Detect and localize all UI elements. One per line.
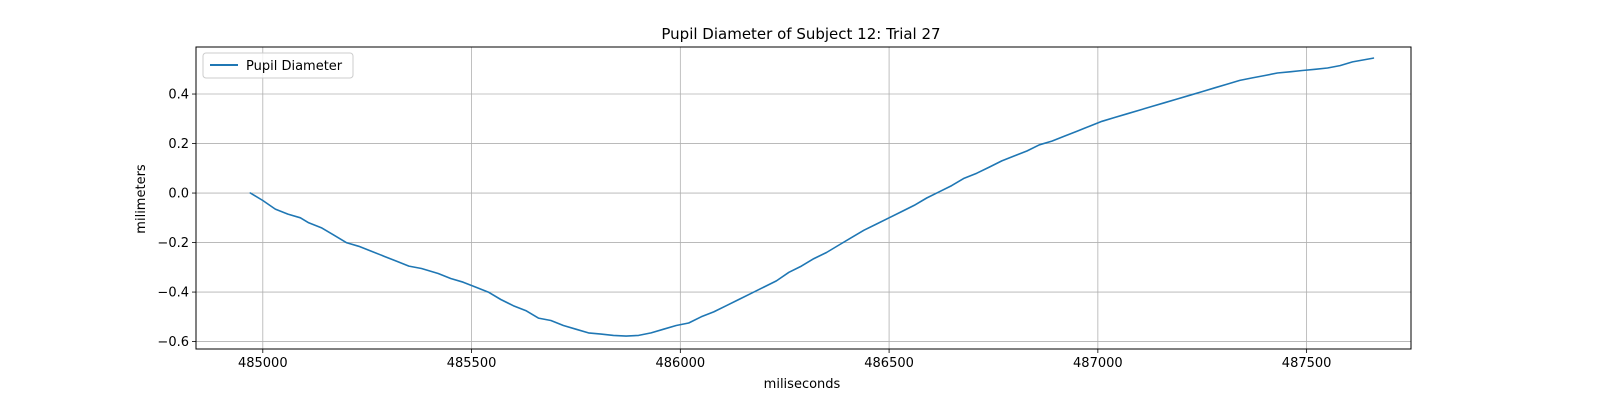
series-layer (249, 57, 1375, 337)
series-line-pupil-diameter (249, 57, 1375, 337)
x-tick-label: 486500 (864, 356, 914, 371)
y-tick-label: −0.4 (157, 286, 189, 301)
y-tick-label: 0.0 (168, 187, 189, 202)
legend-label: Pupil Diameter (246, 59, 343, 74)
grid (196, 47, 1411, 349)
legend: Pupil Diameter (202, 52, 354, 79)
y-tick-label: −0.2 (157, 236, 189, 251)
x-axis-ticks: 485000 485500 486000 486500 487000 487500 (238, 349, 1331, 371)
chart-title: Pupil Diameter of Subject 12: Trial 27 (661, 25, 940, 43)
y-tick-label: 0.2 (168, 137, 189, 152)
y-tick-label: −0.6 (157, 335, 189, 350)
y-axis-ticks: −0.6 −0.4 −0.2 0.0 0.2 0.4 (157, 88, 196, 350)
x-tick-label: 486000 (656, 356, 706, 371)
y-tick-label: 0.4 (168, 88, 189, 103)
x-tick-label: 485000 (238, 356, 288, 371)
y-axis-label: milimeters (134, 164, 149, 234)
plot-area-frame (195, 46, 1412, 350)
x-tick-label: 487500 (1282, 356, 1332, 371)
x-axis-label: miliseconds (764, 377, 841, 392)
x-tick-label: 485500 (447, 356, 497, 371)
legend-box (202, 52, 354, 79)
x-tick-label: 487000 (1073, 356, 1123, 371)
